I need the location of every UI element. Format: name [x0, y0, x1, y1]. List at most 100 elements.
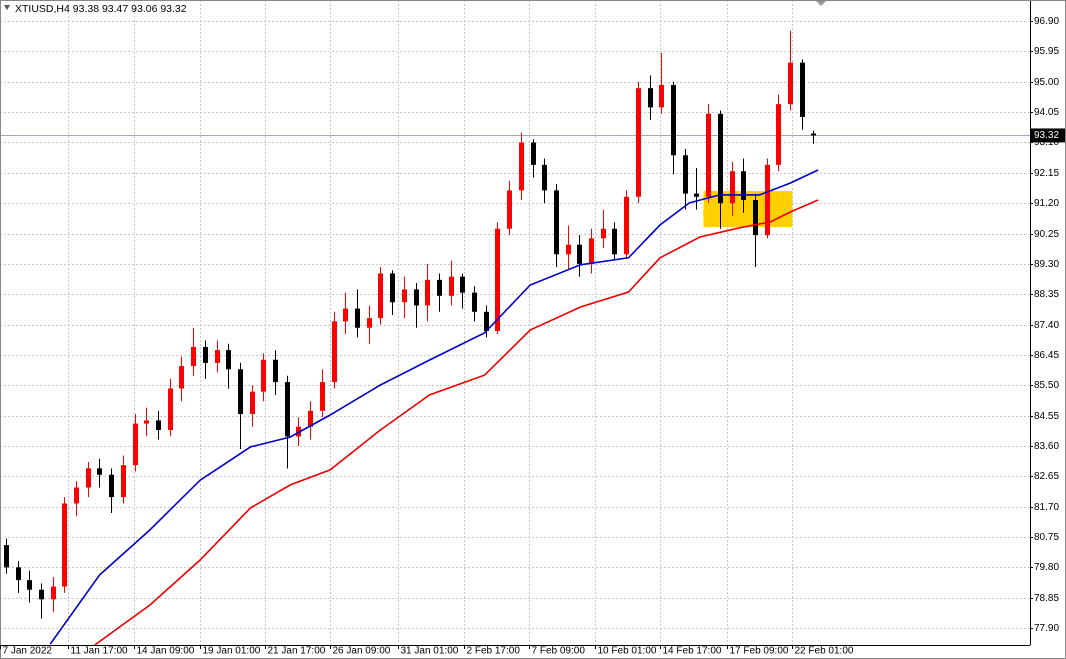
- candle-body: [730, 171, 735, 204]
- candle-body: [261, 359, 266, 392]
- candle-body: [531, 142, 536, 165]
- candle-body: [648, 88, 653, 108]
- candle-body: [16, 567, 21, 581]
- candle-body: [495, 228, 500, 331]
- plot-area: [0, 0, 1030, 646]
- candle-body: [484, 311, 489, 331]
- x-tick-label: 14 Jan 09:00: [137, 646, 195, 657]
- candle-body: [273, 359, 278, 383]
- x-tick-label: 7 Feb 09:00: [532, 646, 586, 657]
- candle-body: [109, 474, 114, 498]
- candle-body: [414, 289, 419, 306]
- candle-body: [472, 292, 477, 312]
- candle-body: [811, 133, 816, 136]
- candle-body: [179, 366, 184, 389]
- y-tick-label: 85.50: [1034, 380, 1059, 391]
- candle-body: [507, 190, 512, 229]
- candle-body: [601, 228, 606, 239]
- candle-body: [449, 276, 454, 296]
- price-label-box: [1031, 128, 1065, 143]
- candle-body: [577, 244, 582, 264]
- x-tick-label: 11 Jan 17:00: [71, 646, 129, 657]
- y-tick-label: 95.95: [1034, 46, 1059, 57]
- chart-title: XTIUSD,H4 93.38 93.47 93.06 93.32: [15, 3, 187, 15]
- candle-body: [542, 164, 547, 191]
- y-tick-label: 82.65: [1034, 471, 1059, 482]
- y-tick-label: 92.15: [1034, 168, 1059, 179]
- candle-body: [706, 113, 711, 197]
- x-tick-label: 10 Feb 01:00: [598, 646, 657, 657]
- x-tick-label: 21 Jan 17:00: [268, 646, 326, 657]
- y-tick-label: 81.70: [1034, 502, 1059, 513]
- y-tick-label: 80.75: [1034, 532, 1059, 543]
- y-tick-label: 78.85: [1034, 593, 1059, 604]
- candle-body: [191, 346, 196, 367]
- candle-body: [741, 171, 746, 200]
- x-tick-label: 17 Feb 09:00: [730, 646, 789, 657]
- candle-body: [308, 410, 313, 427]
- y-tick-label: 87.40: [1034, 320, 1059, 331]
- candle-body: [203, 346, 208, 363]
- candle-body: [753, 199, 758, 236]
- shift-marker: [816, 1, 826, 6]
- y-tick-label: 95.00: [1034, 77, 1059, 88]
- candle-body: [367, 318, 372, 328]
- candle-body: [460, 276, 465, 293]
- candle-body: [343, 308, 348, 322]
- menu-arrow: [4, 5, 10, 10]
- candle-body: [624, 196, 629, 255]
- y-tick-label: 77.90: [1034, 623, 1059, 634]
- y-tick-label: 83.60: [1034, 441, 1059, 452]
- candle-body: [332, 321, 337, 383]
- candle-body: [402, 289, 407, 303]
- y-tick-label: 93.10: [1034, 137, 1059, 148]
- candle-body: [226, 350, 231, 370]
- candle-body: [800, 62, 805, 117]
- y-tick-label: 79.80: [1034, 562, 1059, 573]
- candle-body: [776, 104, 781, 165]
- candle-body: [121, 465, 126, 498]
- candle-body: [215, 350, 220, 363]
- y-tick-label: 86.45: [1034, 350, 1059, 361]
- y-tick-label: 96.90: [1034, 16, 1059, 27]
- candle-body: [74, 487, 79, 504]
- candle-body: [4, 545, 9, 568]
- y-tick-label: 94.05: [1034, 107, 1059, 118]
- candle-body: [62, 503, 67, 587]
- x-tick-label: 22 Feb 01:00: [795, 646, 854, 657]
- x-tick-label: 31 Jan 01:00: [401, 646, 459, 657]
- y-tick-label: 90.25: [1034, 229, 1059, 240]
- candle-body: [636, 88, 641, 197]
- candle-body: [519, 142, 524, 191]
- candle-body: [144, 420, 149, 424]
- x-tick-label: 14 Feb 17:00: [663, 646, 722, 657]
- candle-body: [566, 244, 571, 255]
- candle-body: [39, 589, 44, 600]
- candle-body: [250, 391, 255, 415]
- candle-body: [765, 164, 770, 236]
- candle-body: [97, 468, 102, 475]
- candle-body: [133, 423, 138, 466]
- y-tick-label: 88.35: [1034, 289, 1059, 300]
- y-tick-label: 89.30: [1034, 259, 1059, 270]
- candle-body: [659, 84, 664, 108]
- candle-body: [355, 308, 360, 328]
- candle-body: [554, 190, 559, 255]
- candle-body: [378, 273, 383, 319]
- candle-body: [238, 369, 243, 415]
- candle-body: [390, 273, 395, 303]
- moving-average: [94, 199, 819, 646]
- candle-body: [437, 279, 442, 296]
- candle-body: [285, 382, 290, 437]
- y-tick-label: 84.55: [1034, 411, 1059, 422]
- x-tick-label: 2 Feb 17:00: [467, 646, 521, 657]
- moving-average: [49, 169, 819, 645]
- candle-body: [27, 580, 32, 590]
- candle-body: [320, 382, 325, 411]
- candle-body: [671, 84, 676, 156]
- candle-body: [612, 228, 617, 255]
- candle-body: [718, 113, 723, 204]
- candle-body: [425, 279, 430, 306]
- x-tick-label: 26 Jan 09:00: [333, 646, 391, 657]
